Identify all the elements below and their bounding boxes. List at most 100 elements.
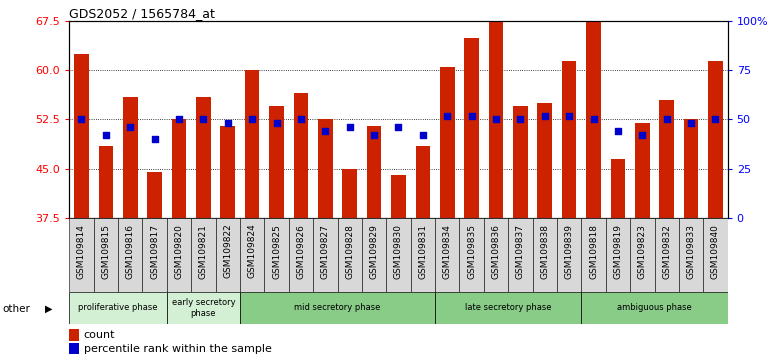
Text: GSM109820: GSM109820 xyxy=(175,224,183,279)
Bar xyxy=(703,218,728,292)
Bar xyxy=(167,292,240,324)
Text: GSM109819: GSM109819 xyxy=(614,224,622,279)
Text: GSM109821: GSM109821 xyxy=(199,224,208,279)
Text: late secretory phase: late secretory phase xyxy=(465,303,551,313)
Text: GSM109834: GSM109834 xyxy=(443,224,452,279)
Text: GDS2052 / 1565784_at: GDS2052 / 1565784_at xyxy=(69,7,215,20)
Bar xyxy=(69,343,79,354)
Text: GSM109815: GSM109815 xyxy=(102,224,110,279)
Bar xyxy=(118,218,142,292)
Bar xyxy=(220,126,235,218)
Text: GSM109817: GSM109817 xyxy=(150,224,159,279)
Bar xyxy=(586,21,601,218)
Text: GSM109826: GSM109826 xyxy=(296,224,306,279)
Bar xyxy=(659,100,674,218)
Bar xyxy=(654,218,679,292)
Bar xyxy=(293,93,308,218)
Bar xyxy=(581,292,728,324)
Bar xyxy=(99,145,113,218)
Bar xyxy=(69,218,94,292)
Bar xyxy=(416,145,430,218)
Point xyxy=(588,116,600,122)
Text: GSM109823: GSM109823 xyxy=(638,224,647,279)
Bar xyxy=(440,67,454,218)
Text: GSM109832: GSM109832 xyxy=(662,224,671,279)
Bar xyxy=(460,218,484,292)
Text: GSM109837: GSM109837 xyxy=(516,224,525,279)
Bar xyxy=(435,218,460,292)
Bar xyxy=(679,218,703,292)
Text: GSM109822: GSM109822 xyxy=(223,224,233,278)
Bar xyxy=(196,97,211,218)
Bar xyxy=(264,218,289,292)
Text: GSM109835: GSM109835 xyxy=(467,224,476,279)
Text: GSM109840: GSM109840 xyxy=(711,224,720,279)
Bar xyxy=(69,329,79,341)
Bar xyxy=(147,172,162,218)
Point xyxy=(172,116,185,122)
Bar xyxy=(142,218,167,292)
Text: GSM109838: GSM109838 xyxy=(541,224,549,279)
Text: GSM109836: GSM109836 xyxy=(491,224,500,279)
Bar xyxy=(367,126,381,218)
Text: GSM109825: GSM109825 xyxy=(272,224,281,279)
Bar xyxy=(313,218,337,292)
Bar xyxy=(513,106,527,218)
Point xyxy=(295,116,307,122)
Bar xyxy=(172,119,186,218)
Point xyxy=(685,121,698,126)
Point xyxy=(514,116,527,122)
Bar xyxy=(123,97,138,218)
Text: GSM109818: GSM109818 xyxy=(589,224,598,279)
Text: ambiguous phase: ambiguous phase xyxy=(617,303,692,313)
Text: early secretory
phase: early secretory phase xyxy=(172,298,235,318)
Bar xyxy=(562,61,577,218)
Text: mid secretory phase: mid secretory phase xyxy=(294,303,380,313)
Text: count: count xyxy=(84,330,116,340)
Text: GSM109830: GSM109830 xyxy=(394,224,403,279)
Bar xyxy=(708,61,723,218)
Bar xyxy=(489,21,504,218)
Text: GSM109828: GSM109828 xyxy=(345,224,354,279)
Text: GSM109833: GSM109833 xyxy=(687,224,695,279)
Point xyxy=(441,113,454,118)
Bar xyxy=(537,103,552,218)
Bar xyxy=(240,218,264,292)
Bar xyxy=(387,218,410,292)
Point xyxy=(636,132,648,138)
Text: GSM109816: GSM109816 xyxy=(126,224,135,279)
Bar xyxy=(337,218,362,292)
Bar xyxy=(606,218,630,292)
Point xyxy=(124,125,136,130)
Point xyxy=(539,113,551,118)
Bar xyxy=(484,218,508,292)
Text: GSM109827: GSM109827 xyxy=(321,224,330,279)
Point xyxy=(563,113,575,118)
Text: GSM109814: GSM109814 xyxy=(77,224,86,279)
Bar xyxy=(635,123,650,218)
Bar xyxy=(343,169,357,218)
Point xyxy=(368,132,380,138)
Bar xyxy=(318,119,333,218)
Bar xyxy=(533,218,557,292)
Bar xyxy=(362,218,387,292)
Bar xyxy=(245,70,259,218)
Bar xyxy=(581,218,606,292)
Point xyxy=(417,132,429,138)
Bar xyxy=(611,159,625,218)
Bar xyxy=(391,175,406,218)
Bar xyxy=(289,218,313,292)
Text: percentile rank within the sample: percentile rank within the sample xyxy=(84,344,272,354)
Bar xyxy=(167,218,191,292)
Point xyxy=(343,125,356,130)
Bar xyxy=(630,218,654,292)
Bar xyxy=(94,218,118,292)
Text: GSM109839: GSM109839 xyxy=(564,224,574,279)
Text: GSM109829: GSM109829 xyxy=(370,224,379,279)
Point xyxy=(75,116,88,122)
Point xyxy=(490,116,502,122)
Bar xyxy=(74,54,89,218)
Bar xyxy=(69,292,167,324)
Point xyxy=(661,116,673,122)
Text: GSM109824: GSM109824 xyxy=(248,224,256,278)
